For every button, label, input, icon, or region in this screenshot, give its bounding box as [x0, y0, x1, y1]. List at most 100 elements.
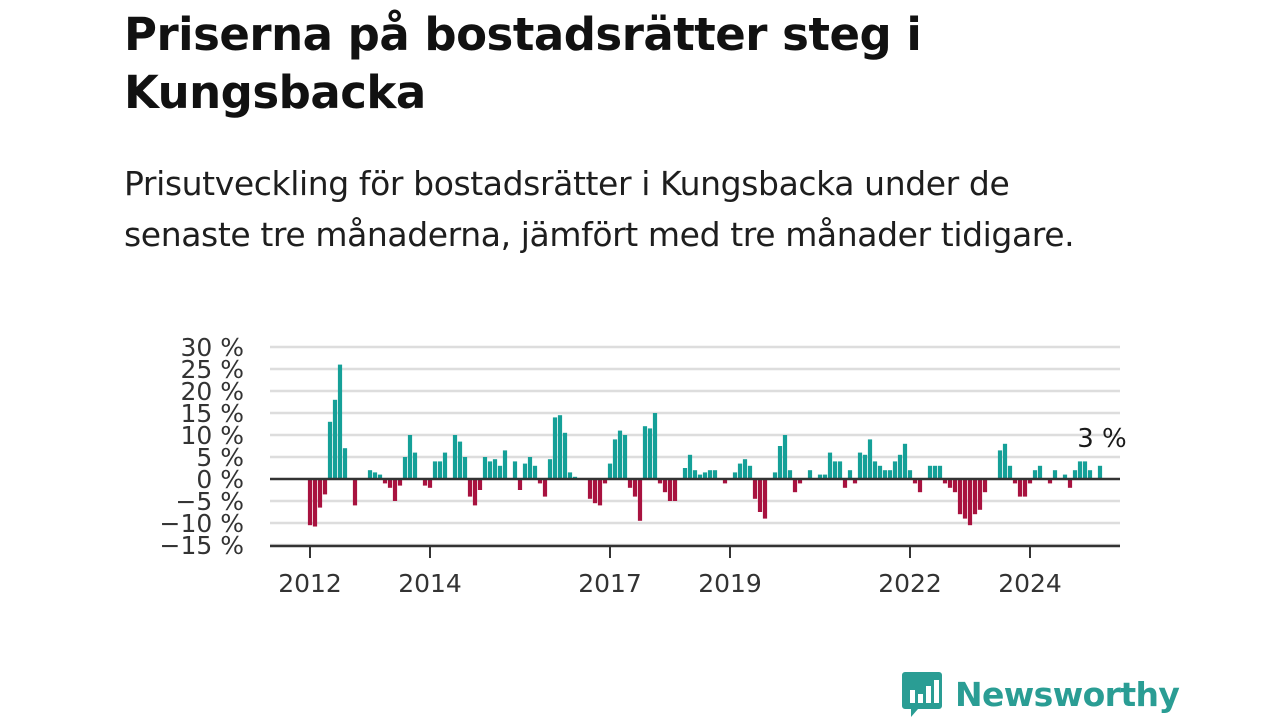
- y-tick-label: −10 %: [160, 509, 244, 538]
- bar: [737, 463, 743, 479]
- bar: [807, 470, 813, 479]
- bar: [432, 461, 438, 479]
- bar: [492, 459, 498, 479]
- bar: [982, 479, 988, 493]
- bar: [757, 479, 763, 512]
- bar: [547, 459, 553, 479]
- bar: [632, 479, 638, 497]
- y-tick-label: 15 %: [180, 399, 244, 428]
- bar: [667, 479, 673, 501]
- bar: [502, 450, 508, 479]
- x-tick-label: 2024: [998, 569, 1062, 598]
- bar: [1037, 465, 1043, 479]
- bar: [442, 452, 448, 479]
- bar: [722, 479, 728, 484]
- latest-value-annotation: 3 %: [1077, 424, 1127, 454]
- bar: [487, 461, 493, 479]
- bar: [747, 465, 753, 479]
- bar: [792, 479, 798, 493]
- bar: [1027, 479, 1033, 484]
- bar: [787, 470, 793, 479]
- bar: [882, 470, 888, 479]
- bar: [1012, 479, 1018, 484]
- x-tick-label: 2014: [398, 569, 462, 598]
- bar: [462, 457, 468, 479]
- bar: [707, 470, 713, 479]
- bar: [942, 479, 948, 484]
- bar: [587, 479, 593, 499]
- bar: [962, 479, 968, 519]
- bar: [892, 461, 898, 479]
- bar: [697, 474, 703, 479]
- bar: [692, 470, 698, 479]
- bar: [887, 470, 893, 479]
- bar: [557, 415, 563, 479]
- bar: [592, 479, 598, 504]
- tick-labels: 30 %25 %20 %15 %10 %5 %0 %−5 %−10 %−15 %…: [160, 333, 1127, 598]
- bar: [327, 421, 333, 479]
- bar: [412, 452, 418, 479]
- bar: [1047, 479, 1053, 484]
- bar: [1022, 479, 1028, 497]
- bar: [1032, 470, 1038, 479]
- x-tick-label: 2019: [698, 569, 762, 598]
- bar: [617, 430, 623, 479]
- bar: [387, 479, 393, 488]
- bar: [1062, 474, 1068, 479]
- y-tick-label: −15 %: [160, 531, 244, 560]
- bar: [627, 479, 633, 488]
- bar: [772, 472, 778, 479]
- bar: [742, 459, 748, 479]
- page-title: Priserna på bostadsrätter steg i Kungsba…: [124, 8, 922, 119]
- bar: [872, 461, 878, 479]
- bar: [897, 454, 903, 479]
- bar: [612, 439, 618, 479]
- bar: [397, 479, 403, 486]
- bar: [1082, 461, 1088, 479]
- bar: [732, 472, 738, 479]
- bar: [902, 443, 908, 479]
- bar: [827, 452, 833, 479]
- bar: [597, 479, 603, 506]
- bar: [857, 452, 863, 479]
- brand-logo: Newsworthy: [901, 670, 1180, 718]
- bar: [437, 461, 443, 479]
- bar: [372, 472, 378, 479]
- bar: [957, 479, 963, 515]
- bar: [1052, 470, 1058, 479]
- bar: [427, 479, 433, 488]
- y-tick-label: 10 %: [180, 421, 244, 450]
- bar: [1067, 479, 1073, 488]
- bar: [477, 479, 483, 490]
- bar: [377, 474, 383, 479]
- bar: [907, 470, 913, 479]
- page-subtitle: Prisutveckling för bostadsrätter i Kungs…: [124, 164, 1075, 254]
- bar: [937, 465, 943, 479]
- newsworthy-logo-icon: [902, 672, 942, 717]
- bar: [877, 465, 883, 479]
- bar: [402, 457, 408, 479]
- bar: [1072, 470, 1078, 479]
- bar: [607, 463, 613, 479]
- bar: [972, 479, 978, 515]
- bar: [682, 468, 688, 479]
- bar: [497, 465, 503, 479]
- bar: [967, 479, 973, 526]
- bar: [842, 479, 848, 488]
- bar: [542, 479, 548, 497]
- bar: [652, 413, 658, 479]
- bar: [927, 465, 933, 479]
- bar: [352, 479, 358, 506]
- bar: [797, 479, 803, 484]
- bar: [392, 479, 398, 501]
- bar: [342, 448, 348, 479]
- y-tick-label: 5 %: [196, 443, 244, 472]
- bar: [952, 479, 958, 493]
- bar: [662, 479, 668, 493]
- bar: [637, 479, 643, 521]
- bar: [712, 470, 718, 479]
- bar: [482, 457, 488, 479]
- bar: [367, 470, 373, 479]
- y-tick-label: −5 %: [175, 487, 244, 516]
